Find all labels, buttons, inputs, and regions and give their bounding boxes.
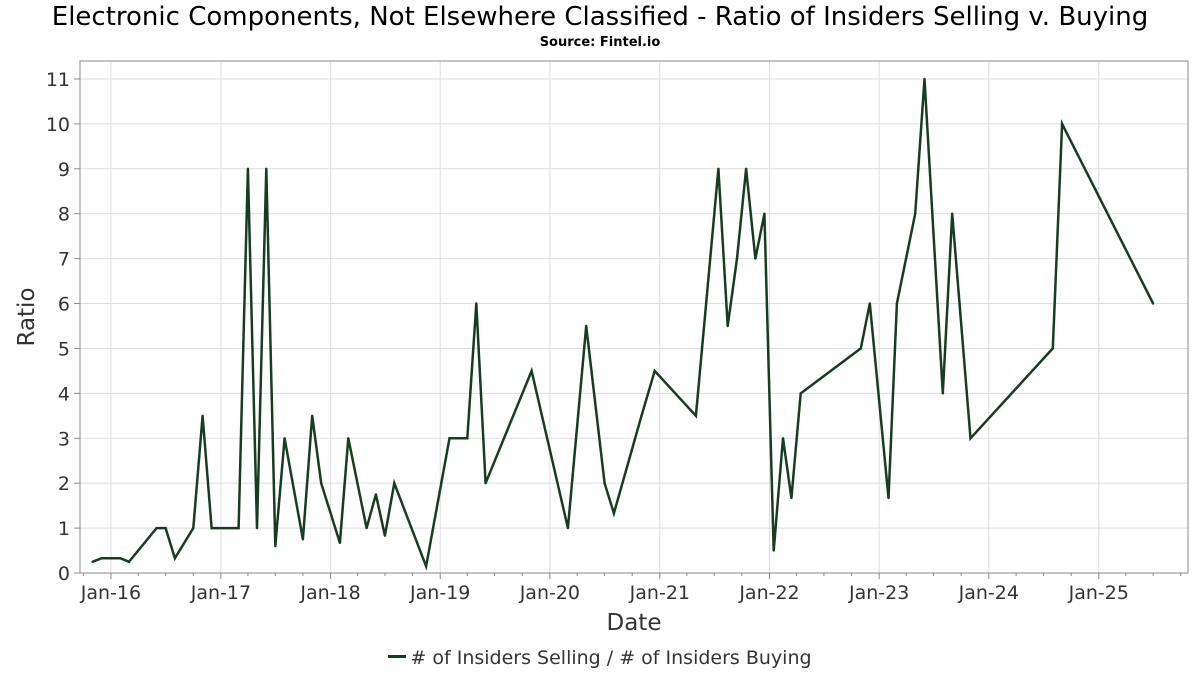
data-point: [914, 212, 917, 215]
data-point: [255, 526, 259, 530]
data-point: [155, 526, 158, 530]
data-point: [246, 167, 250, 170]
x-tick-label: Jan-21: [629, 582, 690, 604]
data-point: [603, 482, 606, 485]
data-point: [781, 437, 785, 440]
y-tick-label: 0: [58, 563, 70, 585]
legend-line-swatch: [388, 655, 407, 658]
data-point: [383, 534, 387, 537]
data-point: [374, 493, 378, 496]
data-point: [100, 557, 103, 560]
data-point: [283, 437, 286, 440]
x-axis-title: Date: [607, 610, 662, 636]
data-point: [868, 302, 871, 305]
x-tick-label: Jan-24: [958, 582, 1019, 604]
x-tick-label: Jan-16: [80, 582, 141, 604]
y-axis-title: Ratio: [14, 287, 40, 346]
data-point: [717, 167, 720, 170]
data-point: [320, 482, 323, 485]
data-point: [164, 526, 167, 530]
data-point: [1060, 122, 1064, 126]
data-point: [694, 414, 698, 417]
data-point: [265, 167, 268, 170]
data-point: [941, 392, 944, 395]
data-point: [969, 437, 972, 440]
data-point: [237, 526, 240, 530]
data-point: [859, 347, 862, 350]
data-point: [192, 526, 195, 530]
data-point: [1051, 347, 1055, 350]
x-tick-label: Jan-17: [190, 582, 251, 604]
data-point: [91, 560, 94, 563]
data-point: [109, 557, 113, 560]
y-tick-label: 2: [58, 473, 70, 495]
y-tick-label: 3: [58, 428, 70, 450]
plot-area: [79, 60, 1189, 574]
data-point: [653, 369, 656, 373]
data-point: [735, 257, 739, 260]
y-tick-label: 8: [58, 204, 70, 226]
y-tick-label: 11: [46, 69, 70, 91]
x-tick-label: Jan-22: [738, 582, 799, 604]
data-point: [744, 167, 748, 170]
chart-title: Electronic Components, Not Elsewhere Cla…: [51, 2, 1149, 32]
data-point: [790, 496, 793, 500]
data-point: [887, 496, 890, 500]
chart-subtitle: Source: Fintel.io: [539, 35, 661, 50]
x-tick-label: Jan-19: [409, 582, 470, 604]
data-point: [754, 257, 757, 260]
data-point: [365, 526, 368, 530]
x-tick-label: Jan-18: [299, 582, 360, 604]
data-point: [530, 369, 533, 373]
data-point: [1151, 302, 1155, 305]
data-point: [201, 414, 204, 417]
y-tick-label: 6: [58, 294, 70, 316]
data-point: [127, 560, 131, 563]
data-point: [119, 557, 122, 560]
y-tick-label: 9: [58, 159, 70, 181]
data-point: [466, 437, 469, 440]
y-tick-label: 5: [58, 338, 70, 360]
data-point: [484, 482, 487, 485]
data-point: [173, 557, 177, 560]
data-point: [393, 482, 396, 485]
data-point: [424, 565, 428, 568]
y-tick-label: 7: [58, 249, 70, 271]
data-point: [475, 302, 478, 305]
series-line-0: [92, 78, 1155, 571]
series-lines: [91, 77, 1155, 571]
data-point: [640, 414, 643, 417]
data-point: [566, 526, 570, 530]
axis-ticks: 0 1 2 3 4 5 6 7 8 9 10 11 Jan-16 Jan-17 Jan-18 Jan-19 Ja…: [46, 69, 1182, 604]
x-tick-label: Jan-20: [519, 582, 580, 604]
data-point: [301, 538, 305, 541]
data-point: [311, 414, 314, 417]
data-point: [923, 77, 926, 81]
y-tick-label: 10: [46, 114, 70, 136]
data-point: [726, 324, 729, 328]
data-point: [338, 541, 342, 545]
data-point: [448, 437, 451, 440]
data-point: [612, 512, 616, 515]
data-point: [772, 549, 775, 552]
data-point: [347, 437, 350, 440]
x-tick-label: Jan-23: [848, 582, 909, 604]
data-point: [895, 302, 899, 305]
y-tick-label: 1: [58, 518, 70, 540]
y-tick-label: 4: [58, 383, 70, 405]
legend: # of Insiders Selling / # of Insiders Bu…: [0, 647, 1200, 669]
data-point: [799, 392, 802, 395]
data-point: [951, 212, 954, 215]
data-point: [763, 212, 766, 215]
legend-label: # of Insiders Selling / # of Insiders Bu…: [410, 647, 812, 669]
data-point: [274, 544, 277, 548]
x-tick-label: Jan-25: [1068, 582, 1129, 604]
grid-lines: [80, 61, 1188, 574]
data-point: [210, 526, 213, 530]
data-point: [585, 324, 588, 328]
